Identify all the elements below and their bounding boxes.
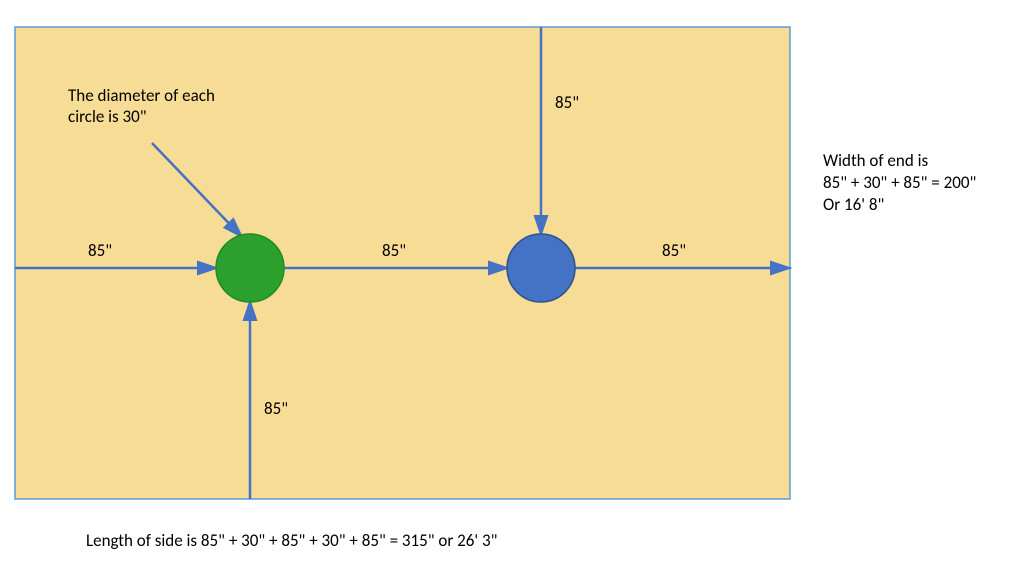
label-85-vbottom: 85" — [264, 398, 288, 419]
diameter-note: The diameter of each circle is 30" — [68, 85, 238, 128]
width-note-line1: Width of end is — [823, 150, 928, 171]
blue-circle — [507, 234, 575, 302]
width-note: Width of end is 85" + 30" + 85" = 200" O… — [823, 150, 976, 216]
label-85-h1: 85" — [88, 240, 112, 261]
length-note: Length of side is 85" + 30" + 85" + 30" … — [86, 530, 497, 551]
label-85-h3: 85" — [662, 240, 686, 261]
green-circle — [216, 234, 284, 302]
label-85-vtop: 85" — [555, 92, 579, 113]
label-85-h2: 85" — [382, 240, 406, 261]
width-note-line2: 85" + 30" + 85" = 200" — [823, 172, 976, 193]
width-note-line3: Or 16' 8" — [823, 194, 884, 215]
